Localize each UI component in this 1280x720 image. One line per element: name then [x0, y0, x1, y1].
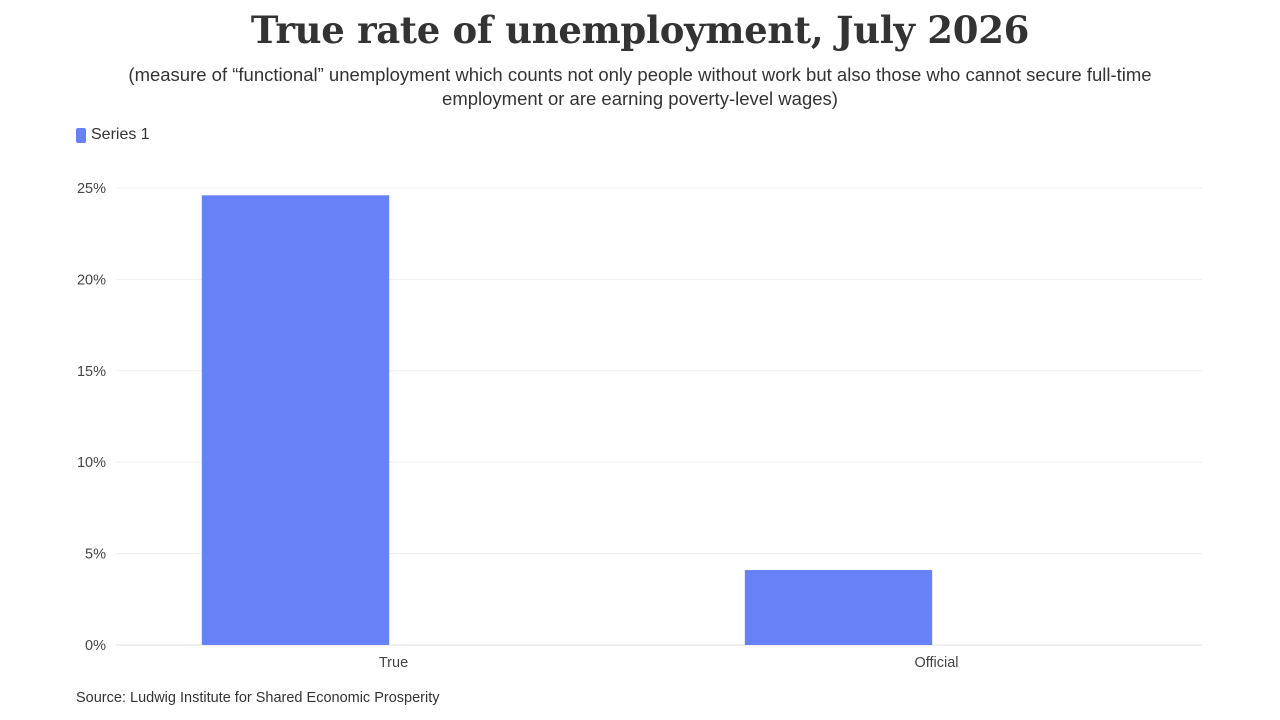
y-tick-label: 20% [77, 272, 106, 288]
bar-official[interactable] [744, 570, 933, 645]
bar-true[interactable] [201, 195, 390, 645]
bars [201, 195, 933, 645]
y-tick-label: 10% [77, 455, 106, 471]
y-tick-label: 25% [77, 181, 106, 197]
y-axis: 0% 5% 10% 15% 20% 25% [77, 181, 106, 654]
legend: Series 1 [76, 126, 150, 144]
source-note: Source: Ludwig Institute for Shared Econ… [76, 690, 440, 706]
x-tick-label: Official [914, 655, 958, 671]
x-tick-label: True [379, 655, 408, 671]
chart-subtitle: (measure of “functional” unemployment wh… [128, 64, 1152, 109]
chart-title: True rate of unemployment, July 2026 [250, 8, 1030, 52]
y-tick-label: 0% [85, 638, 106, 654]
legend-label: Series 1 [91, 126, 150, 143]
y-tick-label: 15% [77, 364, 106, 380]
legend-swatch [76, 127, 86, 143]
y-tick-label: 5% [85, 547, 106, 563]
x-axis: True Official [379, 655, 959, 671]
